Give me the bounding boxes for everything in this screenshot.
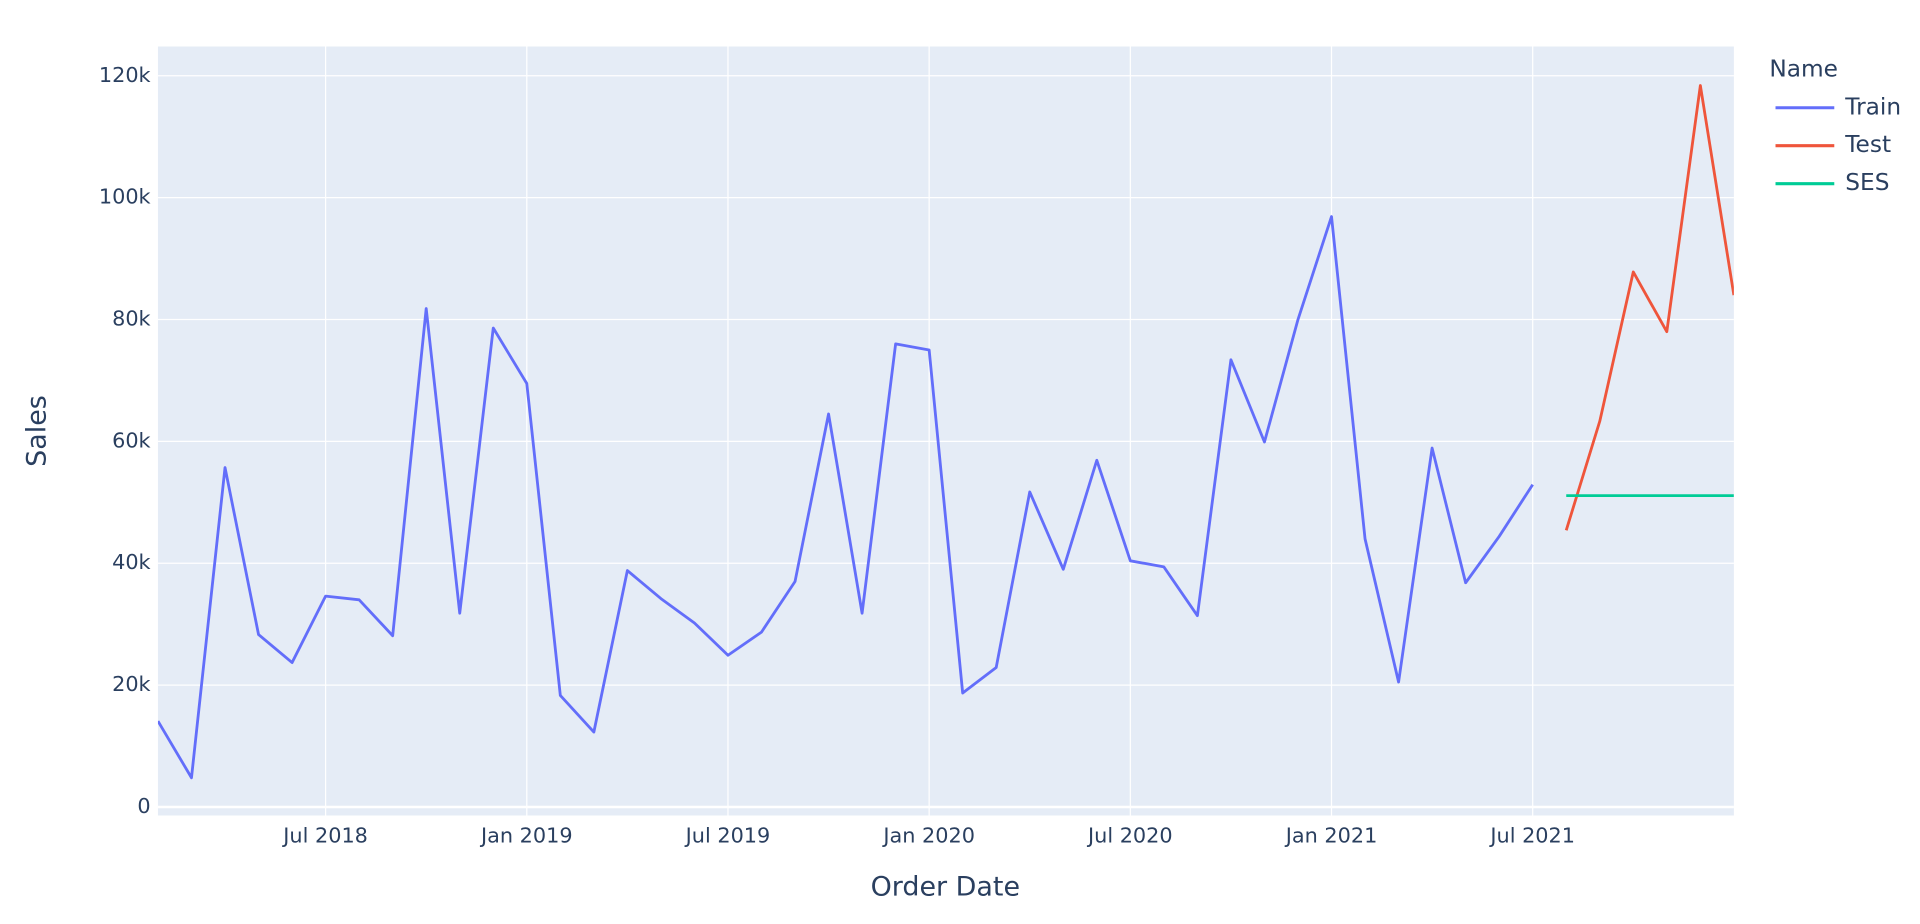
y-tick-label: 40k [112, 550, 151, 574]
lines [157, 84, 1734, 780]
y-tick-label: 60k [112, 428, 151, 452]
legend-title: Name [1769, 55, 1838, 82]
x-tick-label: Jul 2018 [281, 823, 368, 847]
y-tick-label: 20k [112, 672, 151, 696]
plot-area [157, 46, 1734, 816]
x-tick-label: Jul 2019 [684, 823, 771, 847]
legend: Train Test SES [1775, 93, 1901, 196]
legend-label[interactable]: Train [1844, 93, 1901, 120]
legend-label[interactable]: SES [1845, 169, 1889, 196]
y-tick-label: 120k [99, 63, 151, 87]
x-axis-title: Order Date [871, 871, 1020, 902]
y-tick-label: 100k [99, 185, 151, 209]
series-line [1564, 84, 1734, 531]
x-tick-label: Jul 2020 [1086, 823, 1173, 847]
x-tick-label: Jan 2021 [1284, 823, 1378, 847]
y-axis-title: Sales [21, 395, 52, 467]
series-line [157, 215, 1534, 780]
labels: 0 20k 40k 60k 80k 100k 120k Jul 2018 Jan 2019 Jul… [99, 63, 1575, 848]
x-tick-label: Jan 2020 [881, 823, 975, 847]
y-tick-label: 80k [112, 307, 151, 331]
grid [157, 46, 1734, 816]
x-tick-label: Jul 2021 [1488, 823, 1575, 847]
legend-label[interactable]: Test [1844, 131, 1891, 158]
x-tick-label: Jan 2019 [479, 823, 573, 847]
y-tick-label: 0 [137, 794, 150, 818]
